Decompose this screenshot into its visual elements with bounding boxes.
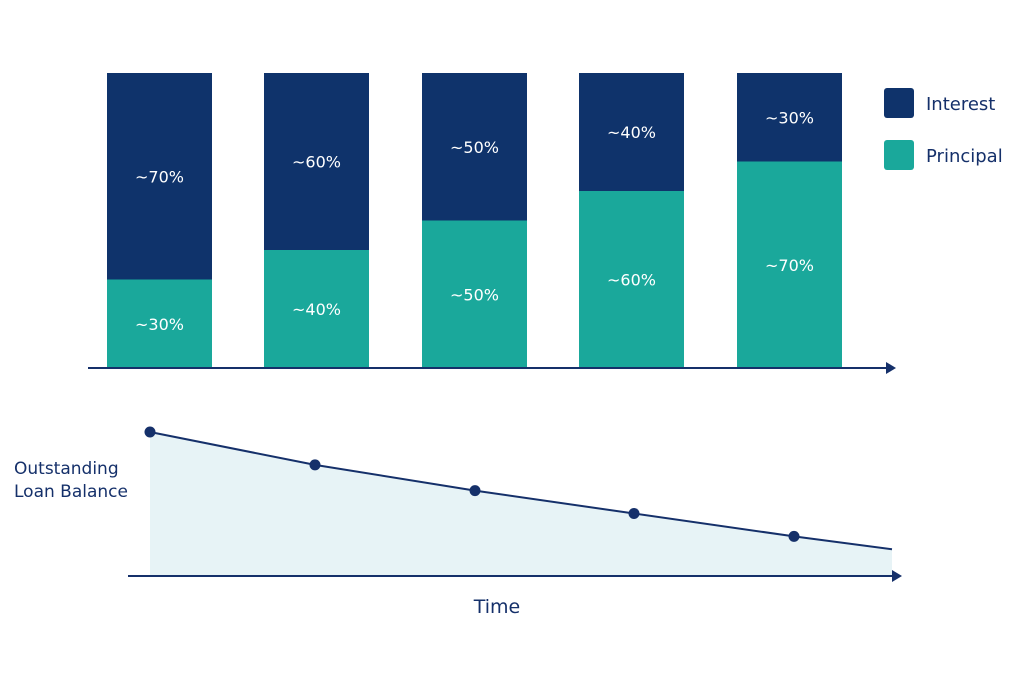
data-label-principal-3: ~50% [450,285,499,304]
data-label-interest-4: ~40% [607,123,656,142]
bar-chart-x-axis [88,362,896,374]
bar-principal-3 [422,220,527,368]
balance-point-2 [309,459,321,471]
legend: Interest Principal [884,88,1003,170]
data-label-interest-3: ~50% [450,138,499,157]
data-label-interest-5: ~30% [765,108,814,127]
loan-balance-area-chart [144,426,893,575]
balance-point-5 [788,530,800,542]
balance-point-1 [144,426,156,438]
data-label-principal-1: ~30% [135,315,184,334]
bar-interest-5 [737,73,842,162]
area-chart-x-axis [128,570,902,582]
balance-point-4 [628,508,640,520]
bar-interest-1 [107,73,212,280]
bar-principal-4 [579,191,684,368]
data-label-principal-5: ~70% [765,256,814,275]
stacked-bar-chart: ~70% ~30% ~60% ~40% ~50% ~50% ~40% ~60% ~30% ~70% [107,73,842,368]
legend-label-principal: Principal [926,146,1003,167]
data-label-principal-4: ~60% [607,271,656,290]
balance-area-fill [150,432,892,575]
legend-swatch-interest [884,88,914,118]
area-axis-arrow [892,570,902,582]
data-label-interest-1: ~70% [135,167,184,186]
bar-principal-1 [107,279,212,368]
bar-interest-4 [579,73,684,191]
data-label-interest-2: ~60% [292,153,341,172]
bar-interest-3 [422,73,527,221]
bar-interest-2 [264,73,369,250]
legend-swatch-principal [884,140,914,170]
data-label-principal-2: ~40% [292,300,341,319]
y-axis-label: Outstanding [14,459,119,479]
balance-point-3 [469,485,481,497]
bar-axis-arrow [886,362,896,374]
bar-principal-2 [264,250,369,368]
x-axis-label: Time [473,596,521,618]
y-axis-label-line-2: Loan Balance [14,482,128,502]
legend-label-interest: Interest [926,94,995,115]
bar-principal-5 [737,161,842,368]
balance-line [149,431,893,551]
